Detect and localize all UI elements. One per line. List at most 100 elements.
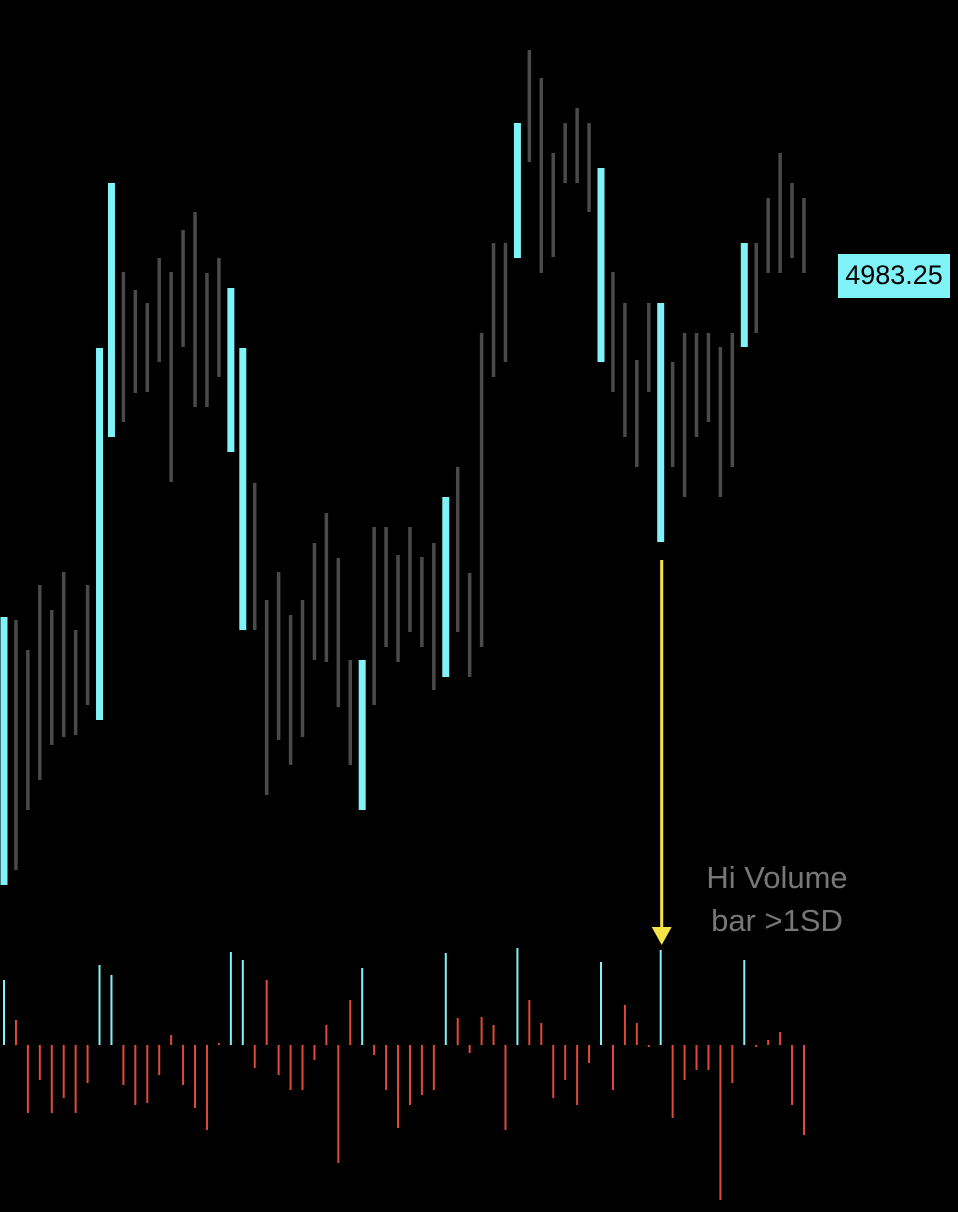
price-bar xyxy=(193,212,197,407)
price-bar xyxy=(766,198,770,273)
price-bar xyxy=(790,183,794,258)
volume-bar xyxy=(122,1045,125,1085)
volume-bar xyxy=(158,1045,161,1075)
volume-bar xyxy=(373,1045,376,1055)
volume-bar xyxy=(86,1045,89,1083)
price-bar xyxy=(802,198,806,273)
price-bar xyxy=(740,243,748,347)
price-bar xyxy=(718,347,723,497)
volume-bar xyxy=(588,1045,591,1063)
volume-bar xyxy=(134,1045,137,1105)
volume-bar xyxy=(671,1045,674,1118)
annotation-text: bar >1SD xyxy=(711,903,843,938)
volume-bar xyxy=(611,1045,614,1090)
price-bar xyxy=(611,272,615,392)
price-bar xyxy=(539,78,544,273)
price-label-box xyxy=(838,254,950,298)
volume-bar xyxy=(349,1000,352,1045)
volume-bar xyxy=(74,1045,77,1113)
price-bar xyxy=(442,497,450,677)
volume-bar xyxy=(468,1045,471,1053)
price-bar xyxy=(432,543,436,690)
volume-bar xyxy=(731,1045,734,1083)
volume-bar xyxy=(492,1025,495,1045)
volume-bar xyxy=(432,1045,435,1090)
volume-bar xyxy=(420,1045,423,1095)
volume-bar xyxy=(301,1045,304,1090)
volume-bar xyxy=(695,1045,698,1070)
volume-bar xyxy=(14,1020,17,1045)
price-bar xyxy=(85,585,90,705)
price-bar xyxy=(455,467,460,632)
price-bar xyxy=(107,183,115,437)
price-bar xyxy=(217,258,221,377)
volume-bar xyxy=(146,1045,149,1103)
volume-bar xyxy=(564,1045,567,1080)
price-bar xyxy=(73,630,78,735)
price-bar xyxy=(670,362,675,467)
volume-bar xyxy=(205,1045,208,1130)
price-bar xyxy=(26,650,30,810)
price-bar xyxy=(38,585,42,780)
volume-bar xyxy=(528,1000,531,1045)
volume-bar xyxy=(802,1045,805,1135)
price-bar xyxy=(312,543,317,660)
annotation-text: Hi Volume xyxy=(706,860,847,895)
volume-bar xyxy=(50,1045,53,1113)
volume-bar xyxy=(289,1045,292,1090)
price-bar xyxy=(239,348,247,630)
price-bar xyxy=(157,258,161,362)
volume-bar xyxy=(62,1045,65,1098)
price-bar xyxy=(396,555,400,662)
volume-bar xyxy=(635,1023,638,1045)
price-bar xyxy=(694,333,699,437)
price-bar xyxy=(300,600,305,737)
price-bar xyxy=(121,272,126,422)
price-label: 4983.25 xyxy=(845,260,943,290)
price-bar xyxy=(14,620,18,870)
volume-bar xyxy=(397,1045,400,1128)
price-bar xyxy=(754,243,758,333)
price-bar xyxy=(551,153,555,257)
volume-bar xyxy=(767,1040,770,1045)
volume-bar xyxy=(337,1045,340,1163)
volume-bar xyxy=(194,1045,197,1108)
volume-bar xyxy=(265,980,268,1045)
volume-bar xyxy=(576,1045,579,1105)
price-bar xyxy=(647,303,651,392)
price-bar xyxy=(288,615,293,765)
price-bar xyxy=(778,153,782,273)
volume-bar xyxy=(229,952,232,1045)
price-bar xyxy=(264,600,269,795)
volume-bar xyxy=(325,1025,328,1045)
volume-bar xyxy=(659,950,662,1045)
price-bar xyxy=(372,527,376,705)
price-bar xyxy=(657,303,665,542)
price-bar xyxy=(623,303,627,437)
price-bar xyxy=(145,303,150,392)
volume-bar xyxy=(110,975,113,1045)
volume-bar xyxy=(647,1045,650,1047)
volume-bar xyxy=(552,1045,555,1098)
price-bar xyxy=(513,123,521,258)
price-bar xyxy=(348,660,353,765)
price-bar xyxy=(408,527,412,632)
price-bar xyxy=(324,513,329,662)
volume-bar xyxy=(755,1045,758,1047)
price-bar xyxy=(730,333,735,467)
price-bar xyxy=(181,230,185,347)
price-bar xyxy=(491,243,496,377)
price-bar xyxy=(336,558,341,707)
volume-bar xyxy=(3,980,5,1045)
price-bar xyxy=(133,290,138,393)
volume-bar xyxy=(408,1045,411,1105)
price-bar xyxy=(597,168,605,362)
price-bar xyxy=(563,123,567,183)
price-bar xyxy=(575,108,579,183)
price-bar xyxy=(61,572,66,737)
price-bar xyxy=(227,288,235,452)
arrow-head xyxy=(651,927,672,945)
price-bar xyxy=(587,123,591,212)
price-bar xyxy=(706,333,711,422)
